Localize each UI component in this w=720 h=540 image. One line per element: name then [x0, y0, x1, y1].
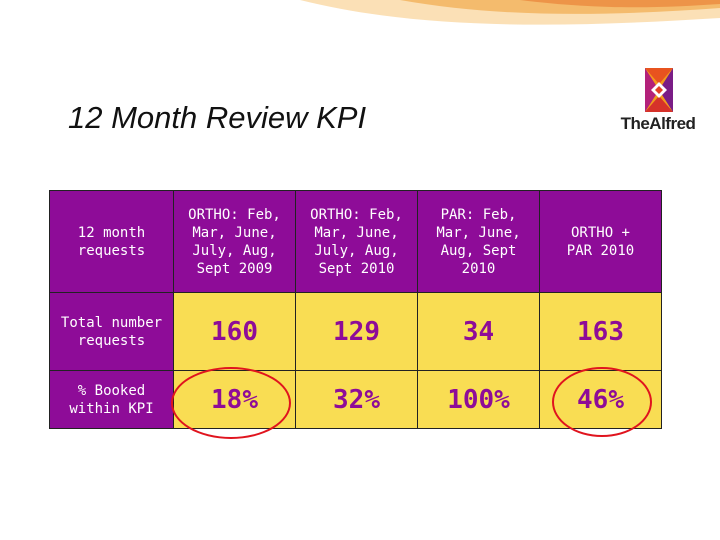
alfred-cross-icon: [645, 68, 673, 112]
corner-header-cell: 12 month requests: [49, 190, 174, 293]
row-label: Total number requests: [60, 314, 163, 349]
table-row: % Booked within KPI 18% 32% 100% 46%: [49, 370, 662, 429]
value-cell: 34: [417, 292, 540, 371]
slide-title: 12 Month Review KPI: [68, 100, 367, 135]
column-header-label: ORTHO: Feb, Mar, June, July, Aug, Sept 2…: [188, 206, 281, 277]
table-header-row: 12 month requests ORTHO: Feb, Mar, June,…: [49, 190, 662, 293]
column-header-cell: ORTHO: Feb, Mar, June, July, Aug, Sept 2…: [173, 190, 296, 293]
value-cell: 100%: [417, 370, 540, 429]
value-cell: 18%: [173, 370, 296, 429]
value-cell: 129: [295, 292, 418, 371]
kpi-table: 12 month requests ORTHO: Feb, Mar, June,…: [49, 190, 662, 429]
value-cell: 160: [173, 292, 296, 371]
alfred-logo: TheAlfred: [612, 68, 704, 138]
value-cell: 32%: [295, 370, 418, 429]
corner-header-label: 12 month requests: [77, 224, 146, 259]
column-header-label: PAR: Feb, Mar, June, Aug, Sept 2010: [436, 206, 521, 277]
column-header-cell: PAR: Feb, Mar, June, Aug, Sept 2010: [417, 190, 540, 293]
table-row: Total number requests 160 129 34 163: [49, 292, 662, 371]
column-header-cell: ORTHO: Feb, Mar, June, July, Aug, Sept 2…: [295, 190, 418, 293]
value-cell: 163: [539, 292, 662, 371]
column-header-cell: ORTHO + PAR 2010: [539, 190, 662, 293]
column-header-label: ORTHO: Feb, Mar, June, July, Aug, Sept 2…: [310, 206, 403, 277]
row-label-cell: % Booked within KPI: [49, 370, 174, 429]
value-cell: 46%: [539, 370, 662, 429]
top-swoosh-decoration: [300, 0, 720, 25]
row-label-cell: Total number requests: [49, 292, 174, 371]
row-label: % Booked within KPI: [69, 382, 154, 417]
column-header-label: ORTHO + PAR 2010: [566, 224, 635, 259]
logo-wordmark: TheAlfred: [620, 114, 696, 133]
